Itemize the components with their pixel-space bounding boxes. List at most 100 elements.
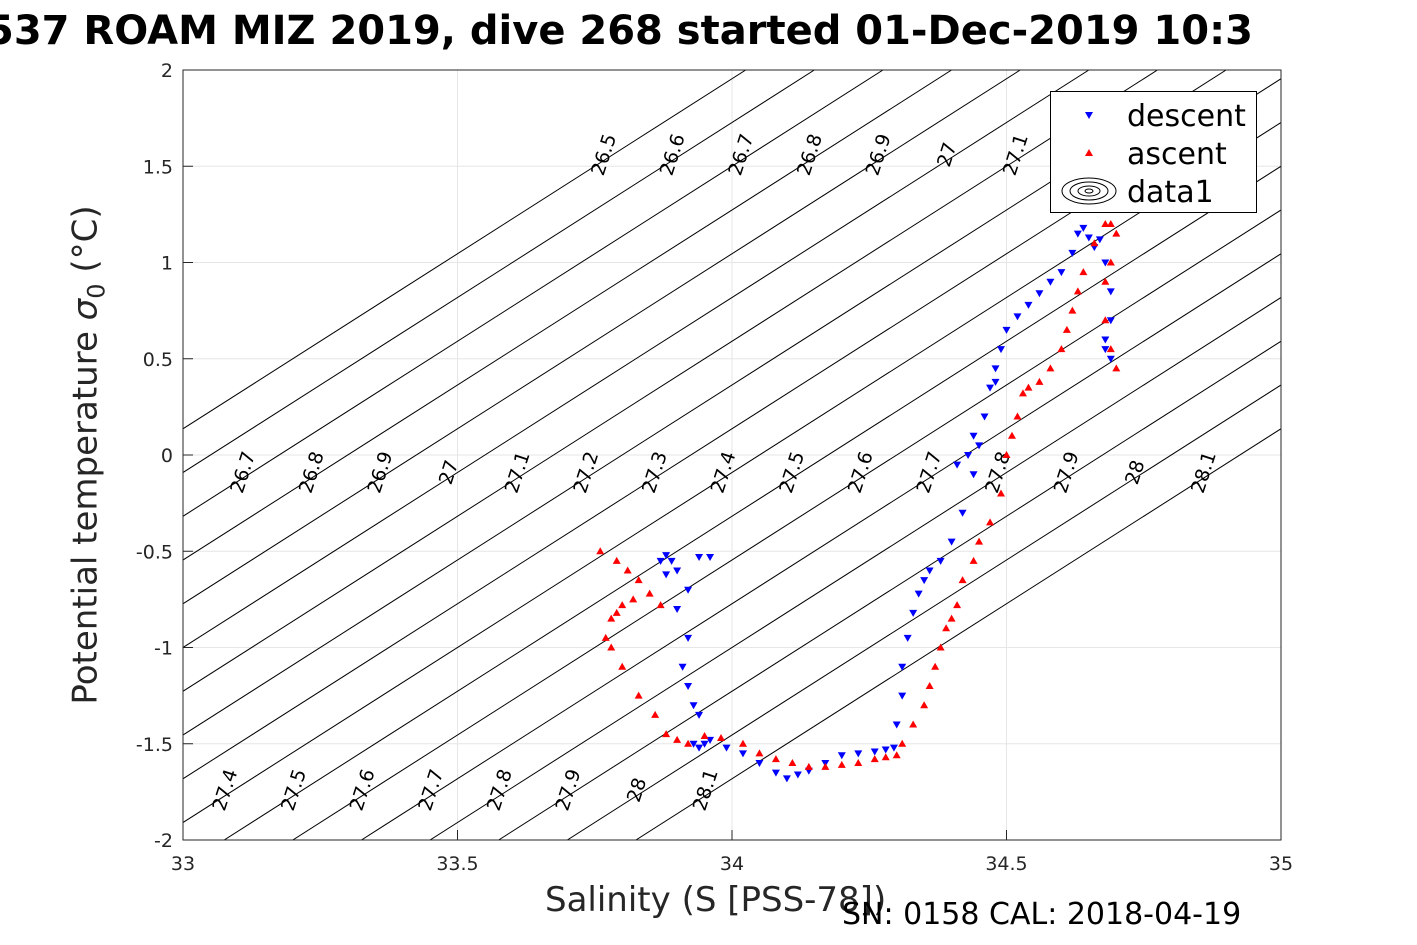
descent-point <box>969 471 978 479</box>
ascent-point <box>607 614 616 622</box>
ascent-point <box>898 739 907 747</box>
descent-point <box>1101 259 1110 267</box>
ascent-point <box>629 595 638 603</box>
descent-point <box>909 609 918 617</box>
chart-title: 537 ROAM MIZ 2019, dive 268 started 01-D… <box>0 8 1253 54</box>
y-axis-label-text: Potential temperature <box>65 320 106 705</box>
descent-point <box>662 571 671 579</box>
ascent-point <box>997 489 1006 497</box>
descent-point <box>854 750 863 758</box>
density-contour-line <box>183 70 884 517</box>
descent-point <box>1084 234 1093 242</box>
series-descent <box>656 224 1115 783</box>
ascent-point <box>607 643 616 651</box>
descent-point <box>678 663 687 671</box>
density-contour-line <box>183 70 952 561</box>
density-contour-line <box>183 70 1090 649</box>
ascent-point <box>1106 220 1115 227</box>
descent-point <box>706 554 715 562</box>
descent-point <box>870 748 879 756</box>
descent-point <box>1073 230 1082 238</box>
descent-point <box>969 432 978 440</box>
y-tick-label: -1 <box>154 638 173 660</box>
ascent-point <box>1013 412 1022 420</box>
axis-ticks: 33 33.5 34 34.5 35 2 1.5 1 0.5 0 -0.5 -1 -1.5 -2 <box>136 60 1293 875</box>
ascent-point <box>1101 220 1110 227</box>
descent-point <box>881 746 890 754</box>
y-tick-label: -1.5 <box>136 734 173 756</box>
ascent-point <box>634 576 643 584</box>
ascent-point <box>925 682 934 689</box>
ascent-point <box>673 735 682 743</box>
serial-calibration-note: SN: 0158 CAL: 2018-04-19 <box>842 897 1242 932</box>
legend-data1-label: data1 <box>1127 175 1214 210</box>
ascent-point <box>920 701 929 709</box>
ascent-point <box>1035 377 1044 385</box>
descent-point <box>903 634 912 642</box>
y-tick-label: 0 <box>161 445 173 467</box>
ascent-point <box>1062 325 1071 333</box>
ascent-point <box>618 662 627 670</box>
ascent-point <box>1106 345 1115 353</box>
legend-item-ascent: ascent <box>1051 134 1256 172</box>
x-tick-label: 34 <box>720 853 744 875</box>
ascent-point <box>612 556 621 564</box>
descent-point <box>1095 236 1104 244</box>
x-tick-label: 35 <box>1269 853 1293 875</box>
x-axis-label: Salinity (S [PSS-78]) <box>545 880 887 920</box>
ascent-point <box>870 755 879 763</box>
descent-point <box>980 413 989 421</box>
ascent-point <box>601 633 610 641</box>
descent-point <box>684 586 693 594</box>
ascent-point <box>804 762 813 770</box>
ascent-point <box>1002 451 1011 458</box>
y-tick-label: 1.5 <box>143 156 173 178</box>
ascent-point <box>634 691 643 699</box>
x-tick-label: 33.5 <box>436 853 478 875</box>
ascent-point <box>656 601 665 609</box>
descent-point <box>837 752 846 760</box>
ascent-point <box>1112 364 1121 372</box>
ascent-point <box>975 537 984 545</box>
ascent-point <box>645 589 654 597</box>
ascent-point <box>958 576 967 584</box>
y-tick-label: 2 <box>161 60 173 82</box>
data-series <box>596 220 1121 783</box>
descent-point <box>689 740 698 748</box>
chart-title-container: 537 ROAM MIZ 2019, dive 268 started 01-D… <box>0 6 1417 56</box>
ascent-point <box>1068 306 1077 314</box>
descent-point <box>892 721 901 729</box>
ascent-point <box>684 739 693 747</box>
ascent-point <box>662 730 671 738</box>
descent-point <box>1068 249 1077 257</box>
descent-point <box>1106 355 1115 363</box>
ascent-point <box>788 759 797 766</box>
density-contour-line <box>183 70 1227 736</box>
ascent-point <box>931 662 940 670</box>
ascent-point <box>1007 431 1016 439</box>
ascent-point <box>618 601 627 609</box>
descent-point <box>738 750 747 758</box>
legend-ascent-label: ascent <box>1127 137 1227 172</box>
descent-point <box>947 538 956 546</box>
ascent-point <box>1106 258 1115 266</box>
y-axis-label-unit: (°C) <box>65 205 106 284</box>
x-tick-label: 33 <box>171 853 195 875</box>
descent-point <box>782 775 791 783</box>
descent-point <box>1079 224 1088 232</box>
ascent-point <box>1057 345 1066 353</box>
descent-point <box>958 509 967 517</box>
density-contour-line <box>429 296 1281 840</box>
ascent-point <box>969 556 978 564</box>
y-tick-label: 1 <box>161 253 173 275</box>
ascent-point <box>854 759 863 766</box>
ascent-point <box>947 614 956 622</box>
density-contours <box>183 70 1281 840</box>
x-tick-label: 34.5 <box>985 853 1027 875</box>
legend-item-data1: data1 <box>1051 172 1256 210</box>
ascent-point <box>1101 277 1110 285</box>
y-tick-label: -2 <box>154 830 173 852</box>
ascent-point <box>755 749 764 757</box>
descent-point <box>936 557 945 565</box>
descent-point <box>684 683 693 690</box>
